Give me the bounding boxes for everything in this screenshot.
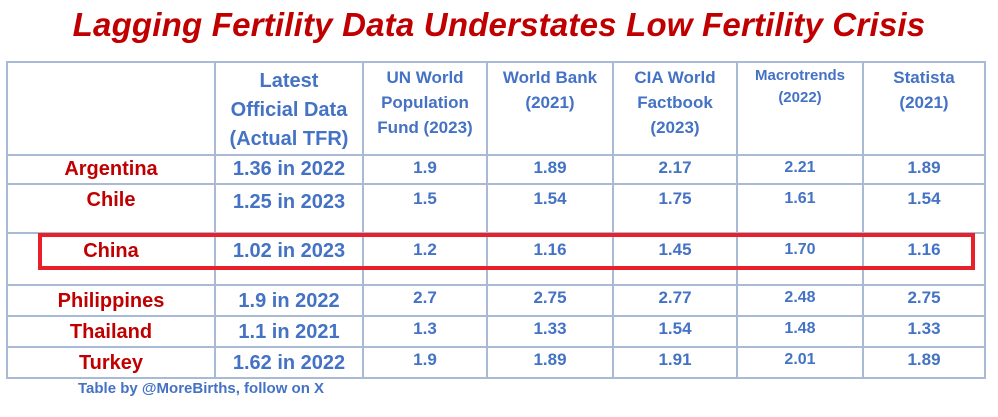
header-official-data: Latest Official Data (Actual TFR) — [214, 61, 364, 156]
unfpa-cell: 1.9 — [362, 346, 488, 379]
macrotrends-cell: 1.70 — [736, 232, 864, 286]
world-bank-cell: 2.75 — [486, 284, 614, 317]
table-row: Turkey 1.62 in 2022 1.9 1.89 1.91 2.01 1… — [6, 346, 986, 379]
table-credit: Table by @MoreBirths, follow on X — [78, 380, 325, 397]
page-title: Lagging Fertility Data Understates Low F… — [72, 6, 926, 43]
unfpa-cell: 1.3 — [362, 315, 488, 348]
macrotrends-cell: 2.48 — [736, 284, 864, 317]
statista-cell: 1.33 — [862, 315, 986, 348]
unfpa-cell: 1.2 — [362, 232, 488, 286]
statista-cell: 1.89 — [862, 154, 986, 185]
world-bank-cell: 1.16 — [486, 232, 614, 286]
macrotrends-cell: 2.21 — [736, 154, 864, 185]
country-cell: China — [6, 232, 216, 286]
table-row-highlighted: China 1.02 in 2023 1.2 1.16 1.45 1.70 1.… — [6, 232, 986, 286]
header-cia-factbook: CIA World Factbook (2023) — [612, 61, 738, 156]
macrotrends-cell: 1.48 — [736, 315, 864, 348]
world-bank-cell: 1.89 — [486, 346, 614, 379]
header-world-bank: World Bank (2021) — [486, 61, 614, 156]
official-cell: 1.25 in 2023 — [214, 183, 364, 234]
country-cell: Philippines — [6, 284, 216, 317]
country-cell: Thailand — [6, 315, 216, 348]
macrotrends-cell: 1.61 — [736, 183, 864, 234]
macrotrends-cell: 2.01 — [736, 346, 864, 379]
official-cell: 1.02 in 2023 — [214, 232, 364, 286]
cia-cell: 2.77 — [612, 284, 738, 317]
country-cell: Chile — [6, 183, 216, 234]
official-cell: 1.62 in 2022 — [214, 346, 364, 379]
statista-cell: 1.16 — [862, 232, 986, 286]
cia-cell: 2.17 — [612, 154, 738, 185]
statista-cell: 1.54 — [862, 183, 986, 234]
cia-cell: 1.45 — [612, 232, 738, 286]
header-row: Latest Official Data (Actual TFR) UN Wor… — [6, 61, 986, 156]
statista-cell: 2.75 — [862, 284, 986, 317]
world-bank-cell: 1.89 — [486, 154, 614, 185]
statista-cell: 1.89 — [862, 346, 986, 379]
official-cell: 1.36 in 2022 — [214, 154, 364, 185]
table-row: Philippines 1.9 in 2022 2.7 2.75 2.77 2.… — [6, 284, 986, 317]
unfpa-cell: 1.5 — [362, 183, 488, 234]
official-cell: 1.1 in 2021 — [214, 315, 364, 348]
header-unfpa: UN World Population Fund (2023) — [362, 61, 488, 156]
official-cell: 1.9 in 2022 — [214, 284, 364, 317]
table-row: Thailand 1.1 in 2021 1.3 1.33 1.54 1.48 … — [6, 315, 986, 348]
table-row: Argentina 1.36 in 2022 1.9 1.89 2.17 2.2… — [6, 154, 986, 185]
unfpa-cell: 1.9 — [362, 154, 488, 185]
header-corner — [6, 61, 216, 156]
cia-cell: 1.75 — [612, 183, 738, 234]
world-bank-cell: 1.54 — [486, 183, 614, 234]
table-row: Chile 1.25 in 2023 1.5 1.54 1.75 1.61 1.… — [6, 183, 986, 234]
cia-cell: 1.91 — [612, 346, 738, 379]
world-bank-cell: 1.33 — [486, 315, 614, 348]
cia-cell: 1.54 — [612, 315, 738, 348]
header-macrotrends: Macrotrends (2022) — [736, 61, 864, 156]
unfpa-cell: 2.7 — [362, 284, 488, 317]
country-cell: Argentina — [6, 154, 216, 185]
country-cell: Turkey — [6, 346, 216, 379]
fertility-table: Latest Official Data (Actual TFR) UN Wor… — [6, 61, 986, 379]
header-statista: Statista (2021) — [862, 61, 986, 156]
